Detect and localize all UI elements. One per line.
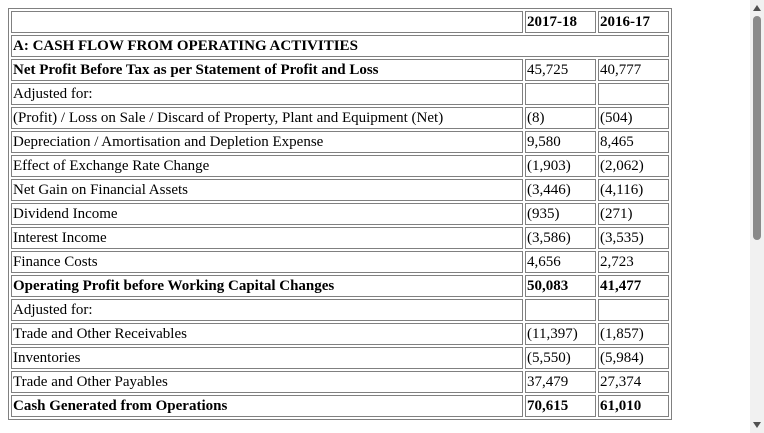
scrollbar[interactable] xyxy=(750,0,764,433)
row-label: Depreciation / Amortisation and Depletio… xyxy=(11,131,523,153)
row-label: Operating Profit before Working Capital … xyxy=(11,275,523,297)
value-cell: (1,857) xyxy=(598,323,669,345)
value-cell xyxy=(525,299,596,321)
value-cell: (11,397) xyxy=(525,323,596,345)
value-cell xyxy=(598,83,669,105)
column-header: 2017-18 xyxy=(525,11,596,33)
row-label: Effect of Exchange Rate Change xyxy=(11,155,523,177)
value-cell: (2,062) xyxy=(598,155,669,177)
table-row: Finance Costs 4,656 2,723 xyxy=(11,251,669,273)
table-row: Net Gain on Financial Assets (3,446) (4,11… xyxy=(11,179,669,201)
value-cell xyxy=(598,299,669,321)
value-cell: (1,903) xyxy=(525,155,596,177)
row-label: Inventories xyxy=(11,347,523,369)
value-cell: 37,479 xyxy=(525,371,596,393)
table-row: Inventories (5,550) (5,984) xyxy=(11,347,669,369)
row-label: Adjusted for: xyxy=(11,83,523,105)
table-row: (Profit) / Loss on Sale / Discard of Pro… xyxy=(11,107,669,129)
table-row: Effect of Exchange Rate Change (1,903) (2,… xyxy=(11,155,669,177)
value-cell: 40,777 xyxy=(598,59,669,81)
row-label: Trade and Other Receivables xyxy=(11,323,523,345)
table-row: Trade and Other Payables 37,479 27,374 xyxy=(11,371,669,393)
table-row: Dividend Income (935) (271) xyxy=(11,203,669,225)
value-cell: (8) xyxy=(525,107,596,129)
table-row: Operating Profit before Working Capital … xyxy=(11,275,669,297)
value-cell: 9,580 xyxy=(525,131,596,153)
table-row: Trade and Other Receivables (11,397) (1,85… xyxy=(11,323,669,345)
value-cell: (504) xyxy=(598,107,669,129)
row-label: Adjusted for: xyxy=(11,299,523,321)
value-cell: 61,010 xyxy=(598,395,669,417)
value-cell xyxy=(525,83,596,105)
table-wrap: 2017-18 2016-17 A: CASH FLOW FROM OPERATIN… xyxy=(8,8,672,420)
value-cell: 4,656 xyxy=(525,251,596,273)
scroll-up[interactable] xyxy=(753,5,761,11)
row-label: Cash Generated from Operations xyxy=(11,395,523,417)
value-cell: (271) xyxy=(598,203,669,225)
row-label: Interest Income xyxy=(11,227,523,249)
value-cell: (5,550) xyxy=(525,347,596,369)
scroll-thumb[interactable] xyxy=(753,16,761,240)
value-cell: (3,535) xyxy=(598,227,669,249)
table-row: Adjusted for: xyxy=(11,299,669,321)
table-row: Interest Income (3,586) (3,535) xyxy=(11,227,669,249)
row-label: Trade and Other Payables xyxy=(11,371,523,393)
row-label: Net Profit Before Tax as per Statement o… xyxy=(11,59,523,81)
row-label: Dividend Income xyxy=(11,203,523,225)
value-cell: 27,374 xyxy=(598,371,669,393)
value-cell: 50,083 xyxy=(525,275,596,297)
value-cell: (4,116) xyxy=(598,179,669,201)
table-row: Net Profit Before Tax as per Statement o… xyxy=(11,59,669,81)
value-cell: 41,477 xyxy=(598,275,669,297)
scroll-down[interactable] xyxy=(753,422,761,428)
value-cell: 70,615 xyxy=(525,395,596,417)
row-label: (Profit) / Loss on Sale / Discard of Pro… xyxy=(11,107,523,129)
value-cell: 2,723 xyxy=(598,251,669,273)
cash-flow-table: 2017-18 2016-17 A: CASH FLOW FROM OPERATIN… xyxy=(8,8,672,420)
table-row: Depreciation / Amortisation and Depletio… xyxy=(11,131,669,153)
value-cell: (3,586) xyxy=(525,227,596,249)
column-header: 2016-17 xyxy=(598,11,669,33)
table-row: Cash Generated from Operations 70,615 61,0… xyxy=(11,395,669,417)
value-cell: 8,465 xyxy=(598,131,669,153)
value-cell: (5,984) xyxy=(598,347,669,369)
table-row: A: CASH FLOW FROM OPERATING ACTIVITIES xyxy=(11,35,669,57)
row-label: Finance Costs xyxy=(11,251,523,273)
section-label: A: CASH FLOW FROM OPERATING ACTIVITIES xyxy=(11,35,669,57)
scroll-arrows xyxy=(753,5,761,428)
value-cell: (3,446) xyxy=(525,179,596,201)
table-row: Adjusted for: xyxy=(11,83,669,105)
value-cell: 45,725 xyxy=(525,59,596,81)
header-blank xyxy=(11,11,523,33)
row-label: Net Gain on Financial Assets xyxy=(11,179,523,201)
value-cell: (935) xyxy=(525,203,596,225)
header-row: 2017-18 2016-17 xyxy=(11,11,669,33)
